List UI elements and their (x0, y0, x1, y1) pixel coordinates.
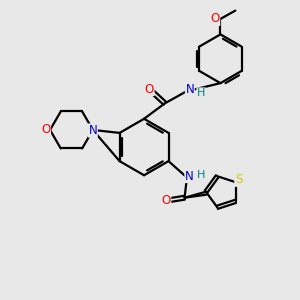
Text: N: N (88, 124, 97, 137)
Text: S: S (235, 173, 242, 186)
Text: O: O (41, 123, 50, 136)
Text: O: O (211, 12, 220, 26)
Text: H: H (197, 88, 205, 98)
Text: O: O (145, 82, 154, 96)
Text: N: N (185, 83, 194, 97)
Text: N: N (185, 169, 194, 182)
Text: O: O (161, 194, 171, 207)
Text: H: H (197, 170, 206, 180)
